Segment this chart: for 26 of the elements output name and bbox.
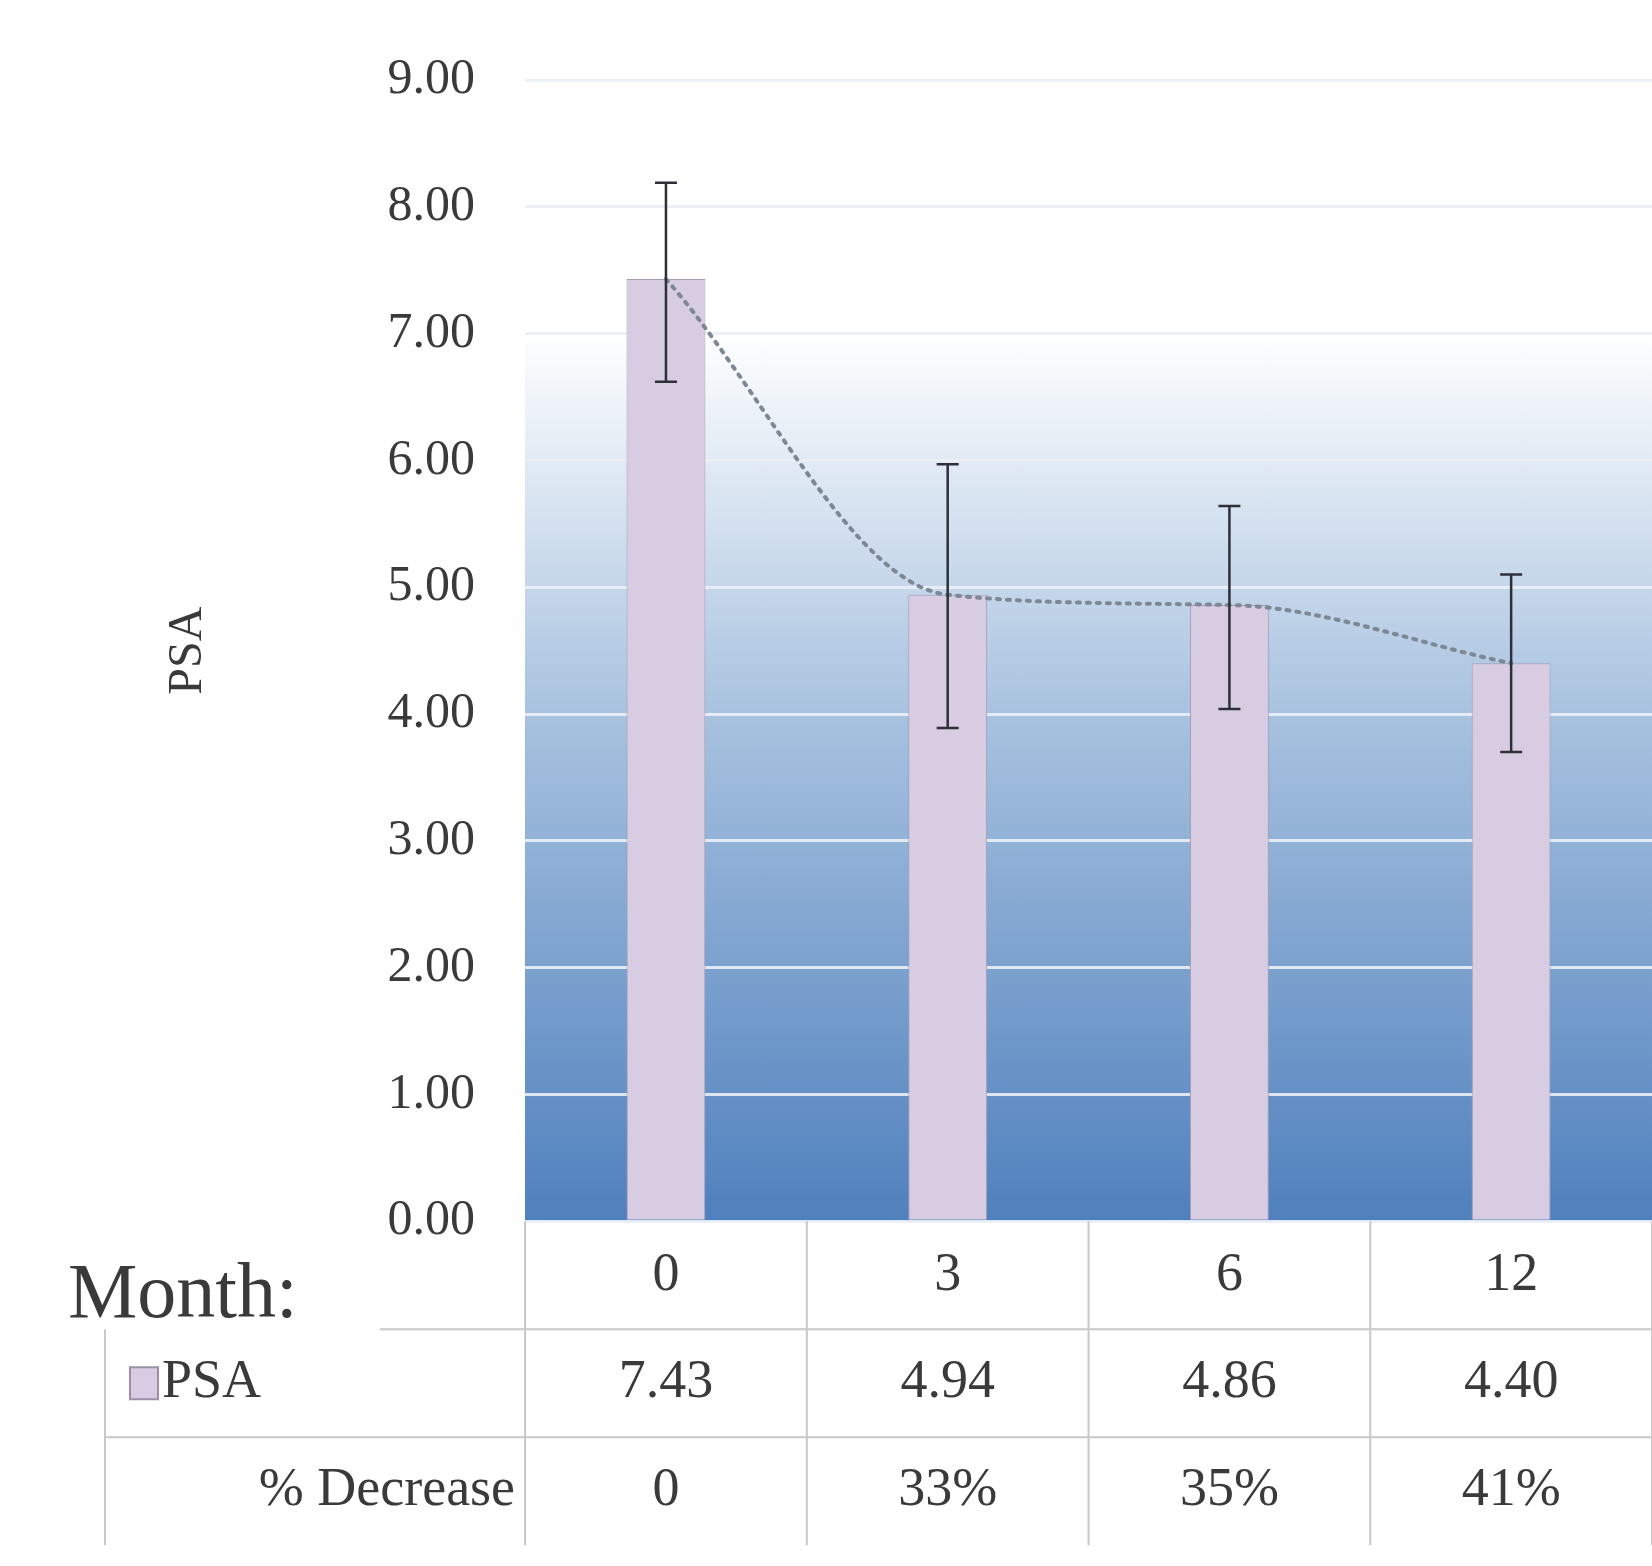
y-tick-label: 2.00 xyxy=(387,935,476,992)
y-tick-label: 9.00 xyxy=(387,48,476,105)
text: % Decrease xyxy=(258,1457,516,1518)
x-tick-label: 6 xyxy=(1215,1241,1243,1302)
x-tick-label: 3 xyxy=(934,1241,962,1302)
text: 41% xyxy=(1461,1457,1561,1518)
legend-label: PSA xyxy=(162,1349,262,1410)
data-label: 4.86 xyxy=(1182,1349,1277,1410)
x-axis-title: Month: xyxy=(68,1246,298,1334)
y-tick-label: 8.00 xyxy=(387,174,476,231)
text: 0 xyxy=(652,1457,680,1518)
y-tick-label: 5.00 xyxy=(387,555,476,612)
y-tick-label: 7.00 xyxy=(387,301,476,358)
data-label: 4.94 xyxy=(900,1349,995,1410)
y-tick-label: 3.00 xyxy=(387,808,476,865)
text: 33% xyxy=(898,1457,998,1518)
x-tick-label: 12 xyxy=(1484,1241,1539,1302)
y-tick-label: 6.00 xyxy=(387,428,476,485)
text: 35% xyxy=(1179,1457,1279,1518)
y-tick-label: 1.00 xyxy=(387,1062,476,1119)
y-axis-title: PSA xyxy=(158,606,212,695)
y-tick-label: 4.00 xyxy=(387,682,476,739)
data-label: 4.40 xyxy=(1463,1349,1559,1410)
x-tick-label: 0 xyxy=(652,1241,680,1302)
y-tick-label: 0.00 xyxy=(387,1189,476,1246)
data-label: 7.43 xyxy=(618,1349,714,1410)
